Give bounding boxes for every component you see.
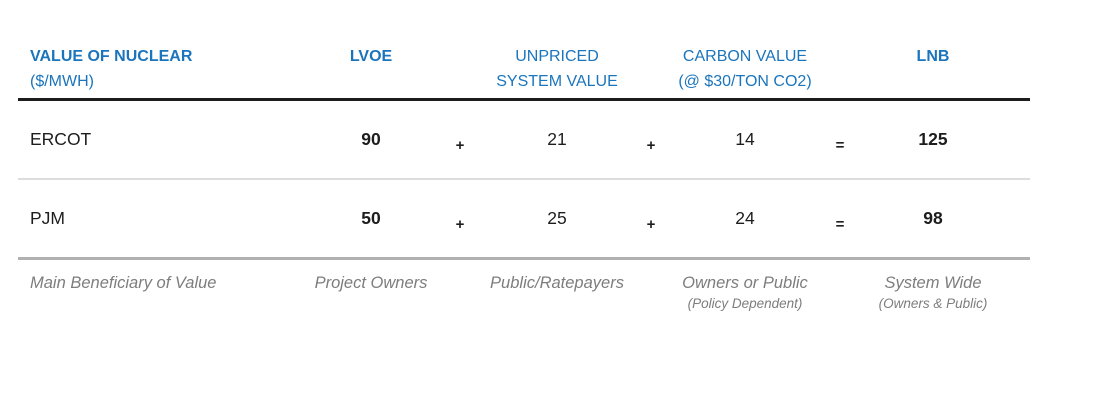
column-header-carbon-value: CARBON VALUE (@ $30/TON CO2)	[676, 44, 814, 94]
column-header-value-of-nuclear: VALUE OF NUCLEAR ($/MWH)	[18, 44, 310, 94]
footer-lnb-line2: (Owners & Public)	[878, 296, 988, 311]
row-label-ercot: ERCOT	[30, 129, 92, 149]
table-footer-row: Main Beneficiary of Value Project Owners…	[18, 260, 1030, 314]
table-header-row: VALUE OF NUCLEAR ($/MWH) LVOE UNPRICED S…	[18, 44, 1030, 101]
column-header-unpriced-line2: SYSTEM VALUE	[496, 73, 618, 90]
plus-operator: +	[646, 216, 656, 233]
cell-ercot-unpriced: 21	[547, 129, 567, 149]
cell-ercot-carbon: 14	[735, 129, 755, 149]
footer-lnb-line1: System Wide	[884, 274, 982, 292]
footer-label: Main Beneficiary of Value	[30, 274, 217, 292]
cell-pjm-lnb: 98	[923, 208, 943, 228]
column-header-lvoe: LVOE	[349, 48, 393, 65]
cell-pjm-carbon: 24	[735, 208, 755, 228]
table-title: VALUE OF NUCLEAR	[30, 48, 193, 65]
equals-operator: =	[835, 137, 845, 154]
table-row-ercot: ERCOT 90 + 21 + 14 = 125	[18, 101, 1030, 180]
footer-beneficiary-lvoe: Project Owners	[314, 274, 428, 292]
footer-beneficiary-unpriced: Public/Ratepayers	[490, 274, 624, 292]
table-row-pjm: PJM 50 + 25 + 24 = 98	[18, 180, 1030, 260]
cell-ercot-lnb: 125	[918, 129, 948, 149]
table-unit: ($/MWH)	[30, 73, 94, 90]
footer-beneficiary-carbon: Owners or Public (Policy Dependent)	[676, 272, 814, 314]
cell-pjm-unpriced: 25	[547, 208, 567, 228]
footer-beneficiary-lnb: System Wide (Owners & Public)	[866, 272, 1000, 314]
plus-operator: +	[646, 137, 656, 154]
column-header-unpriced-system-value: UNPRICED SYSTEM VALUE	[488, 44, 626, 94]
column-header-lnb: LNB	[916, 48, 950, 65]
cell-pjm-lvoe: 50	[361, 208, 381, 228]
column-header-carbon-line2: (@ $30/TON CO2)	[678, 73, 812, 90]
column-header-carbon-line1: CARBON VALUE	[682, 48, 808, 65]
footer-carbon-line1: Owners or Public	[682, 274, 808, 292]
equals-operator: =	[835, 216, 845, 233]
value-of-nuclear-table: VALUE OF NUCLEAR ($/MWH) LVOE UNPRICED S…	[18, 44, 1030, 314]
row-label-pjm: PJM	[30, 208, 65, 228]
cell-ercot-lvoe: 90	[361, 129, 381, 149]
column-header-unpriced-line1: UNPRICED	[515, 48, 599, 65]
plus-operator: +	[455, 216, 465, 233]
plus-operator: +	[455, 137, 465, 154]
footer-carbon-line2: (Policy Dependent)	[687, 296, 803, 311]
